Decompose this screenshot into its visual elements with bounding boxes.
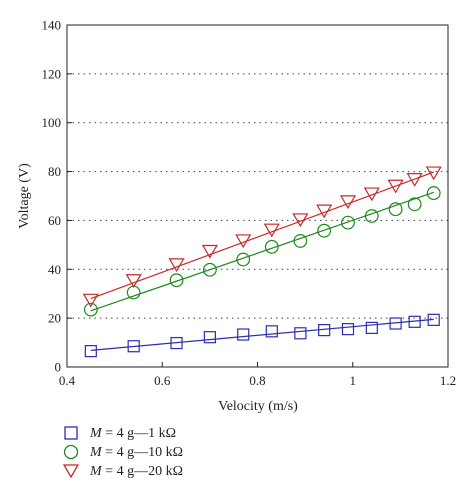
x-tick-label: 0.6 xyxy=(154,373,171,388)
data-point-square xyxy=(170,336,183,350)
data-point-triangle-down xyxy=(168,258,185,273)
data-point-square xyxy=(341,323,355,336)
y-tick-label: 80 xyxy=(48,164,61,179)
x-tick-label: 0.4 xyxy=(59,373,76,388)
data-point-triangle-down xyxy=(235,234,252,249)
data-point-circle xyxy=(388,202,403,217)
circle-marker-icon xyxy=(63,444,79,460)
data-point-circle xyxy=(293,234,308,248)
y-tick-label: 40 xyxy=(48,262,61,277)
data-point-square xyxy=(203,331,216,344)
data-point-square xyxy=(127,340,140,353)
y-tick-label: 0 xyxy=(55,360,62,375)
data-point-triangle-down xyxy=(406,173,423,187)
data-point-triangle-down xyxy=(292,213,309,228)
data-point-triangle-down xyxy=(363,187,380,202)
data-point-circle xyxy=(364,209,379,223)
data-point-circle xyxy=(341,215,355,230)
data-markers xyxy=(82,166,442,358)
data-point-square xyxy=(294,327,307,340)
data-point-triangle-down xyxy=(201,244,218,259)
data-point-triangle-down xyxy=(339,195,357,210)
triangle-down-marker-icon xyxy=(62,464,80,479)
data-point-square xyxy=(365,321,378,335)
x-axis-title: Velocity (m/s) xyxy=(218,399,298,414)
data-point-triangle-down xyxy=(82,293,99,308)
grid-lines xyxy=(67,73,448,319)
data-point-circle xyxy=(169,273,184,288)
legend-label-20k: M = 4 g—20 kΩ xyxy=(90,464,183,479)
legend-label-1k: M = 4 g—1 kΩ xyxy=(90,426,176,441)
square-marker-icon xyxy=(64,426,78,440)
data-point-circle xyxy=(317,223,332,238)
data-point-square xyxy=(318,324,331,337)
y-axis-ticks: 0 20 40 60 80 100 120 140 xyxy=(42,18,72,375)
data-point-circle xyxy=(236,252,251,267)
data-point-circle xyxy=(264,239,279,254)
fit-line-circle xyxy=(90,191,434,312)
y-tick-label: 140 xyxy=(42,18,62,33)
data-point-square xyxy=(265,325,278,338)
x-tick-label: 1.2 xyxy=(440,373,456,388)
y-tick-label: 100 xyxy=(42,115,62,130)
data-point-square xyxy=(84,345,97,358)
data-point-circle xyxy=(407,197,422,212)
data-point-triangle-down xyxy=(316,204,333,219)
voltage-velocity-chart: 0.4 0.6 0.8 1 1.2 0 20 40 60 80 100 120 140 Velocit… xyxy=(17,18,456,415)
data-point-circle xyxy=(202,262,217,277)
data-point-circle xyxy=(83,302,98,317)
y-axis-title: Voltage (V) xyxy=(17,163,32,229)
y-tick-label: 120 xyxy=(42,66,62,81)
data-point-circle xyxy=(426,186,441,200)
y-tick-label: 20 xyxy=(48,311,61,326)
data-point-square xyxy=(389,317,402,330)
fit-lines xyxy=(90,171,434,351)
x-tick-label: 1 xyxy=(350,373,357,388)
x-tick-label: 0.8 xyxy=(249,373,265,388)
data-point-square xyxy=(427,313,440,326)
x-axis-ticks: 0.4 0.6 0.8 1 1.2 xyxy=(59,362,456,388)
data-point-circle xyxy=(126,285,141,300)
data-point-square xyxy=(237,328,250,341)
fit-line-triangle-down xyxy=(90,171,434,300)
data-point-square xyxy=(408,315,421,328)
data-point-triangle-down xyxy=(263,223,280,238)
plot-frame xyxy=(66,24,449,368)
legend-label-10k: M = 4 g—10 kΩ xyxy=(90,445,183,460)
y-tick-label: 60 xyxy=(48,213,61,228)
fit-line-square xyxy=(90,318,434,351)
data-point-triangle-down xyxy=(425,166,442,181)
data-point-triangle-down xyxy=(125,274,142,288)
data-point-triangle-down xyxy=(387,179,404,194)
